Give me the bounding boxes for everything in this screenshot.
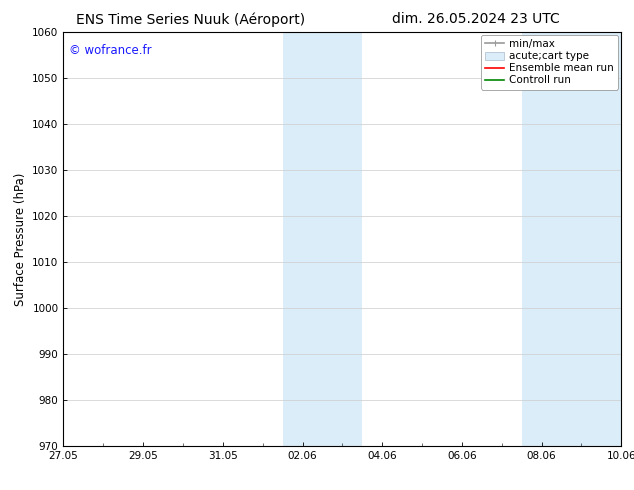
Y-axis label: Surface Pressure (hPa): Surface Pressure (hPa) <box>14 172 27 306</box>
Bar <box>522 32 621 446</box>
Text: ENS Time Series Nuuk (Aéroport): ENS Time Series Nuuk (Aéroport) <box>75 12 305 27</box>
Bar <box>283 32 362 446</box>
Text: © wofrance.fr: © wofrance.fr <box>69 44 152 57</box>
Legend: min/max, acute;cart type, Ensemble mean run, Controll run: min/max, acute;cart type, Ensemble mean … <box>481 35 618 90</box>
Text: dim. 26.05.2024 23 UTC: dim. 26.05.2024 23 UTC <box>392 12 559 26</box>
